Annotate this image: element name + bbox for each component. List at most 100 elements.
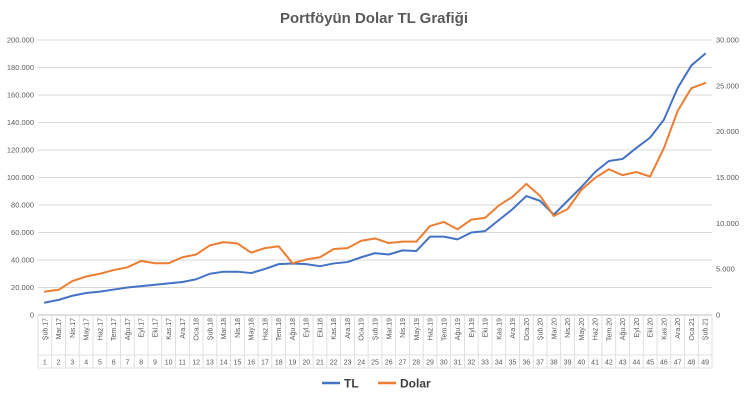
x-index-label: 31 (454, 360, 462, 367)
x-index-label: 14 (220, 360, 228, 367)
legend-label: Dolar (400, 377, 431, 391)
x-index-label: 15 (234, 360, 242, 367)
x-month-label: May.20 (579, 318, 586, 341)
x-index-label: 27 (399, 360, 407, 367)
secondary-y-axis: 0 5.000 10.000 15.000 20.000 25.000 30.000 (716, 36, 739, 320)
series-line-dolar (43, 82, 707, 293)
x-index-label: 34 (495, 360, 503, 367)
x-month-label: May.17 (84, 318, 91, 341)
x-month-label: Oca.18 (194, 318, 201, 341)
secondary-y-tick-label: 20.000 (716, 127, 739, 136)
legend-item-dolar: Dolar (378, 377, 431, 391)
x-index-label: 4 (84, 360, 88, 367)
x-month-label: Şub.17 (42, 318, 49, 340)
x-month-label: Haz.17 (97, 318, 104, 340)
x-index-label: 9 (153, 360, 157, 367)
x-month-label: Nis.18 (235, 318, 242, 338)
x-index-label: 29 (426, 360, 434, 367)
x-index-label: 6 (112, 360, 116, 367)
x-index-label: 8 (139, 360, 143, 367)
x-index-label: 35 (509, 360, 517, 367)
x-month-label: Tem.19 (441, 318, 448, 341)
x-index-label: 49 (701, 360, 709, 367)
x-index-label: 13 (206, 360, 214, 367)
x-month-label: Şub.20 (538, 318, 545, 340)
x-month-label: Oca.21 (689, 318, 696, 341)
x-month-label: Kas.17 (166, 318, 173, 340)
x-index-label: 5 (98, 360, 102, 367)
primary-y-tick-label: 100.000 (7, 173, 34, 182)
x-index-label: 17 (261, 360, 269, 367)
primary-y-tick-label: 140.000 (7, 118, 34, 127)
x-month-label: Ara.20 (675, 318, 682, 339)
x-month-label: Haz.20 (593, 318, 600, 340)
x-month-label: Ağu.19 (455, 318, 462, 340)
primary-y-tick-label: 120.000 (7, 146, 34, 155)
x-index-label: 26 (385, 360, 393, 367)
x-month-label: Mar.17 (56, 318, 63, 340)
x-month-label: May.19 (414, 318, 421, 341)
primary-y-tick-label: 160.000 (7, 91, 34, 100)
primary-y-tick-label: 180.000 (7, 63, 34, 72)
x-month-label: Tem.18 (276, 318, 283, 341)
x-index-label: 48 (687, 360, 695, 367)
primary-y-tick-label: 40.000 (11, 256, 34, 265)
x-index-label: 10 (165, 360, 173, 367)
x-month-label: Şub.19 (373, 318, 380, 340)
x-month-label: Tem.20 (606, 318, 613, 341)
series-lines (43, 52, 707, 304)
x-index-label: 19 (289, 360, 297, 367)
series-line-tl (43, 52, 707, 304)
x-month-label: Tem.17 (111, 318, 118, 341)
x-month-label: Mar.20 (551, 318, 558, 340)
x-month-label: Eyl.18 (304, 318, 311, 338)
x-index-label: 1 (43, 360, 47, 367)
legend: TL Dolar (322, 377, 431, 391)
x-index-label: 38 (550, 360, 558, 367)
x-index-label: 45 (646, 360, 654, 367)
x-index-label: 43 (619, 360, 627, 367)
secondary-y-tick-label: 30.000 (716, 36, 739, 45)
x-index-label: 24 (357, 360, 365, 367)
primary-y-axis: 0 20.000 40.000 60.000 80.000 100.000 120.000 1… (7, 36, 34, 320)
secondary-y-tick-label: 0 (716, 311, 720, 320)
x-month-label: Oca.19 (359, 318, 366, 341)
x-month-label: Kas.18 (331, 318, 338, 340)
x-month-label: Kas.19 (496, 318, 503, 340)
x-index-label: 37 (536, 360, 544, 367)
x-month-label: Haz.18 (262, 318, 269, 340)
legend-item-tl: TL (322, 377, 359, 391)
x-month-label: Eki.19 (483, 318, 490, 338)
x-index-label: 18 (275, 360, 283, 367)
x-index-label: 23 (344, 360, 352, 367)
x-month-label: Eki.17 (152, 318, 159, 338)
x-index-label: 32 (467, 360, 475, 367)
primary-y-tick-label: 20.000 (11, 283, 34, 292)
x-index-label: 22 (330, 360, 338, 367)
x-month-label: May.18 (249, 318, 256, 341)
chart-title: Portföyün Dolar TL Grafiği (280, 10, 468, 27)
x-month-label: Mar.19 (386, 318, 393, 340)
x-month-label: Ara.18 (345, 318, 352, 339)
x-index-label: 7 (125, 360, 129, 367)
x-month-label: Mar.18 (221, 318, 228, 340)
x-index-label: 2 (57, 360, 61, 367)
x-index-label: 25 (371, 360, 379, 367)
x-month-label: Kas.20 (661, 318, 668, 340)
secondary-y-tick-label: 25.000 (716, 81, 739, 90)
secondary-y-tick-label: 5.000 (716, 265, 735, 274)
x-month-label: Eki.20 (648, 318, 655, 338)
x-month-label: Ara.17 (180, 318, 187, 339)
primary-y-tick-label: 0 (30, 311, 34, 320)
x-index-label: 47 (674, 360, 682, 367)
x-month-label: Nis.20 (565, 318, 572, 338)
x-month-label: Eyl.17 (139, 318, 146, 338)
x-month-label: Haz.19 (428, 318, 435, 340)
primary-y-tick-label: 60.000 (11, 228, 34, 237)
primary-y-tick-label: 200.000 (7, 36, 34, 45)
x-month-label: Eyl.20 (634, 318, 641, 338)
x-month-label: Şub.18 (207, 318, 214, 340)
secondary-y-tick-label: 10.000 (716, 219, 739, 228)
